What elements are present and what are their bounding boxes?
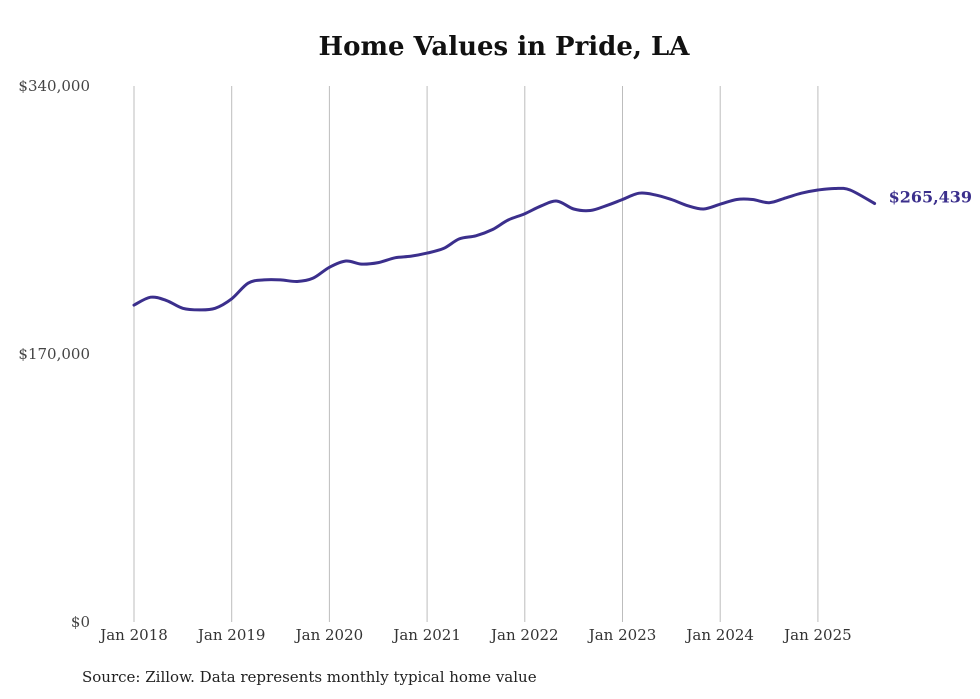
- data-point: [555, 199, 559, 203]
- data-point: [637, 192, 641, 195]
- data-point: [198, 308, 201, 312]
- data-point: [784, 196, 787, 200]
- data-point: [800, 192, 803, 195]
- data-point: [393, 256, 397, 259]
- data-point: [344, 259, 348, 263]
- line-chart: $0$170,000$340,000 Jan 2018 Jan 2019 Jan 2…: [18, 77, 973, 644]
- data-point: [262, 278, 266, 282]
- data-point: [589, 209, 592, 212]
- data-point: [377, 261, 380, 264]
- data-point: [507, 218, 510, 222]
- data-point: [816, 188, 820, 192]
- x-tick-label: Jan 2024: [684, 626, 754, 644]
- data-point: [491, 228, 494, 231]
- x-tick-label: Jan 2018: [98, 626, 168, 644]
- y-axis-ticks: $0 $170,000 $340,000: [18, 77, 90, 631]
- data-point: [572, 207, 575, 211]
- data-point: [279, 278, 282, 282]
- data-point: [296, 280, 299, 283]
- chart-title: Home Values in Pride, LA: [318, 32, 690, 62]
- y-tick-label: $340,000: [18, 77, 90, 95]
- x-tick-label: Jan 2025: [782, 626, 852, 644]
- data-point: [442, 247, 445, 250]
- data-point: [833, 187, 836, 190]
- data-point: [132, 303, 136, 307]
- data-point: [247, 281, 250, 285]
- data-point: [670, 198, 673, 201]
- data-point: [735, 198, 738, 201]
- data-point: [360, 262, 363, 266]
- data-point: [523, 212, 526, 215]
- end-value-label: $265,439: [889, 188, 973, 207]
- data-point: [328, 266, 331, 269]
- data-point: [702, 207, 705, 211]
- data-point: [311, 277, 314, 280]
- x-tick-label: Jan 2021: [391, 626, 461, 644]
- series-line: [132, 186, 877, 312]
- data-point: [719, 203, 722, 206]
- data-point: [165, 299, 168, 302]
- x-tick-label: Jan 2019: [196, 626, 266, 644]
- data-point: [458, 237, 461, 241]
- gridlines: [133, 86, 819, 622]
- series-group: [132, 186, 877, 312]
- data-point: [653, 193, 656, 196]
- data-point: [751, 198, 754, 201]
- x-tick-label: Jan 2020: [294, 626, 364, 644]
- data-point: [873, 202, 876, 205]
- source-note: Source: Zillow. Data represents monthly …: [82, 668, 537, 686]
- data-point: [767, 201, 771, 204]
- data-point: [181, 307, 184, 310]
- data-point: [409, 255, 412, 258]
- data-point: [474, 234, 478, 237]
- data-point: [848, 188, 852, 192]
- data-point: [149, 296, 152, 299]
- data-point: [686, 204, 690, 207]
- x-tick-label: Jan 2023: [587, 626, 657, 644]
- data-point: [540, 204, 543, 207]
- data-point: [425, 251, 429, 255]
- x-axis-ticks: Jan 2018 Jan 2019 Jan 2020 Jan 2021 Jan 2022…: [98, 626, 851, 644]
- y-tick-label: $170,000: [18, 345, 90, 363]
- data-point: [621, 198, 624, 201]
- x-tick-label: Jan 2022: [489, 626, 559, 644]
- data-point: [213, 307, 217, 310]
- data-point: [230, 297, 233, 300]
- data-point: [604, 204, 608, 207]
- y-tick-label: $0: [71, 613, 90, 631]
